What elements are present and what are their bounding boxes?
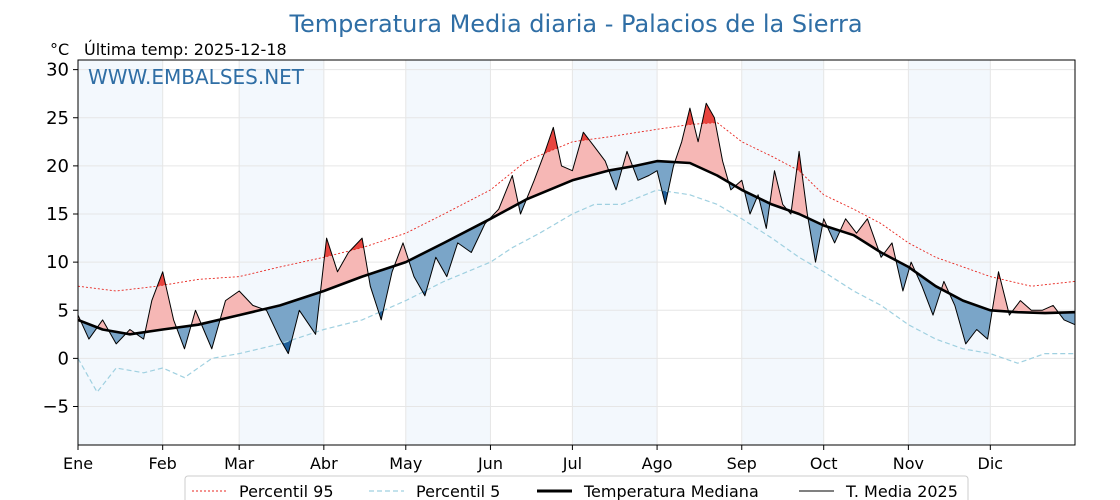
line-percentile-95: [77, 122, 1076, 292]
last-update-label: Última temp: 2025-12-18: [84, 40, 287, 59]
y-tick-label: 5: [58, 300, 69, 321]
x-axis: Ene Feb Mar Abr May Jun Jul Ago Sep Oct Nov Dic: [63, 445, 1003, 473]
legend-box: [184, 475, 969, 500]
y-axis: −5 0 5 10 15 20 25 30: [42, 60, 78, 418]
legend: Percentil 95 Percentil 5 Temperatura Med…: [184, 475, 969, 500]
x-tick-label: Nov: [893, 454, 924, 473]
y-tick-label: 15: [46, 204, 69, 225]
shaded-bands: [78, 60, 991, 445]
line-percentile-5: [77, 189, 1075, 393]
month-band: [572, 60, 658, 445]
x-tick-label: Jun: [477, 454, 503, 473]
x-tick-label: Ago: [642, 454, 673, 473]
x-tick-label: Ene: [63, 454, 93, 473]
x-tick-label: Feb: [149, 454, 177, 473]
y-tick-label: 20: [46, 156, 69, 177]
x-tick-label: Jul: [562, 454, 582, 473]
fill-above-p95: [78, 103, 1075, 291]
chart-title: Temperatura Media diaria - Palacios de l…: [288, 10, 862, 38]
y-tick-label: −5: [42, 397, 69, 418]
y-tick-label: 10: [46, 252, 69, 273]
y-tick-label: 25: [46, 108, 69, 129]
series-lines: [77, 102, 1076, 393]
line-2025: [77, 102, 1076, 355]
month-band: [741, 60, 824, 445]
y-tick-label: 30: [46, 60, 69, 81]
month-band: [78, 60, 163, 445]
line-median: [77, 159, 1076, 336]
x-tick-label: Dic: [978, 454, 1004, 473]
x-tick-label: Abr: [310, 454, 338, 473]
fill-above-median: [78, 103, 1075, 335]
month-band: [239, 60, 324, 445]
legend-label-p95: Percentil 95: [239, 482, 334, 500]
x-tick-label: Oct: [810, 454, 838, 473]
y-tick-label: 0: [58, 348, 69, 369]
unit-label: °C: [50, 40, 69, 59]
x-tick-label: Sep: [727, 454, 757, 473]
x-tick-label: Mar: [224, 454, 255, 473]
watermark: WWW.EMBALSES.NET: [88, 65, 305, 89]
x-tick-label: May: [389, 454, 422, 473]
month-band: [908, 60, 991, 445]
legend-label-median: Temperatura Mediana: [583, 482, 759, 500]
legend-label-2025: T. Media 2025: [845, 482, 958, 500]
plot-frame: [77, 59, 1076, 446]
legend-label-p5: Percentil 5: [416, 482, 500, 500]
